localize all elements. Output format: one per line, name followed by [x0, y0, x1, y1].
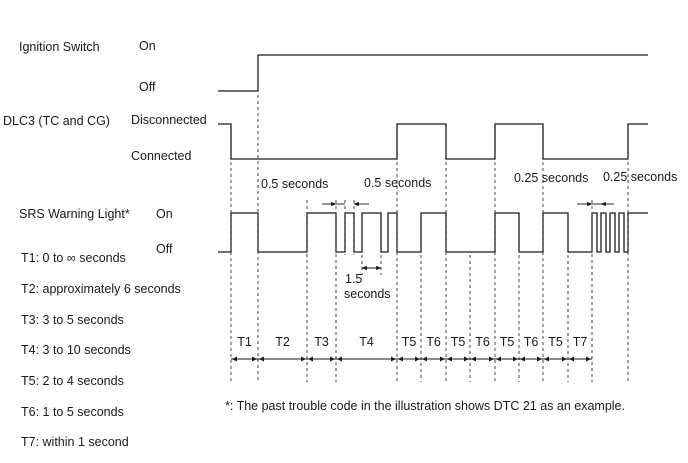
interval-arrowhead [562, 356, 567, 362]
ignition-switch-waveform [218, 54, 648, 92]
quarter-second-annotation-1: 0.25 seconds [514, 171, 588, 185]
footnote: *: The past trouble code in the illustra… [225, 399, 625, 413]
interval-label-10: T6 [524, 335, 539, 349]
dlc3-label: DLC3 (TC and CG) [3, 114, 110, 128]
timing-t4: T4: 3 to 10 seconds [21, 343, 131, 357]
interval-arrowhead [422, 356, 427, 362]
interval-arrowhead [520, 356, 525, 362]
interval-arrowhead [398, 356, 403, 362]
timing-t3: T3: 3 to 5 seconds [21, 313, 124, 327]
interval-label-4: T4 [359, 335, 374, 349]
interval-label-8: T6 [475, 335, 490, 349]
interval-label-7: T5 [451, 335, 466, 349]
interval-label-5: T5 [402, 335, 417, 349]
interval-arrowhead [496, 356, 501, 362]
interval-arrowhead [391, 356, 396, 362]
srs-off-label: Off [156, 242, 173, 256]
interval-arrowhead [301, 356, 306, 362]
interval-arrowhead [259, 356, 264, 362]
ignition-switch-label: Ignition Switch [19, 40, 100, 54]
dlc3-waveform [218, 123, 648, 160]
interval-label-11: T5 [548, 335, 563, 349]
timing-t5: T5: 2 to 4 seconds [21, 374, 124, 388]
interval-arrowhead [252, 356, 257, 362]
interval-label-6: T6 [426, 335, 441, 349]
ignition-on-label: On [139, 39, 156, 53]
interval-arrowhead [586, 356, 591, 362]
interval-arrowhead [330, 356, 335, 362]
interval-arrowhead [232, 356, 237, 362]
interval-label-12: T7 [573, 335, 588, 349]
timing-t7: T7: within 1 second [21, 435, 129, 449]
quarter-second-annotation-2: 0.25 seconds [603, 170, 677, 184]
timing-t1: T1: 0 to ∞ seconds [21, 251, 126, 265]
interval-arrowhead [513, 356, 518, 362]
interval-arrowhead [440, 356, 445, 362]
one-point-five-annotation: 1.5 [345, 272, 362, 286]
interval-arrowhead [471, 356, 476, 362]
ignition-off-label: Off [139, 80, 156, 94]
interval-label-2: T2 [275, 335, 290, 349]
timing-t2: T2: approximately 6 seconds [21, 282, 181, 296]
interval-arrowhead [415, 356, 420, 362]
srs-on-label: On [156, 207, 173, 221]
half-second-annotation-2: 0.5 seconds [364, 176, 431, 190]
interval-label-3: T3 [314, 335, 329, 349]
interval-arrowhead [489, 356, 494, 362]
dlc3-connected-label: Connected [131, 149, 192, 163]
interval-arrowhead [569, 356, 574, 362]
interval-arrowhead [537, 356, 542, 362]
timing-guide-lines [230, 95, 629, 382]
interval-arrowhead [308, 356, 313, 362]
timing-t6: T6: 1 to 5 seconds [21, 405, 124, 419]
srs-warning-light-waveform [218, 212, 648, 253]
interval-arrowhead [464, 356, 469, 362]
half-second-annotation-1: 0.5 seconds [261, 177, 328, 191]
interval-arrowhead [544, 356, 549, 362]
seconds-annotation: seconds [344, 287, 391, 301]
interval-arrowhead [447, 356, 452, 362]
srs-warning-light-label: SRS Warning Light* [19, 207, 130, 221]
interval-label-9: T5 [500, 335, 515, 349]
interval-labels: T1 T2 T3 T4 T5 T6 T5 T6 T5 T6 T5 T7 [232, 335, 591, 362]
dlc3-disconnected-label: Disconnected [131, 113, 207, 127]
interval-arrowhead [337, 356, 342, 362]
interval-label-1: T1 [237, 335, 252, 349]
